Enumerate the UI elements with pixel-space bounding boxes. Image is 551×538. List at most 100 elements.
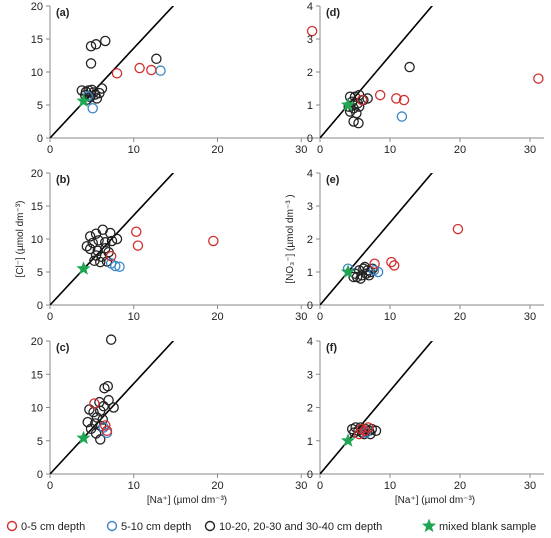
data-point-black bbox=[82, 416, 93, 428]
data-point-red bbox=[374, 89, 386, 101]
y-tick-label: 3 bbox=[307, 201, 313, 213]
x-tick-label: 20 bbox=[211, 311, 223, 323]
data-point-blue bbox=[110, 260, 121, 272]
data-point-black bbox=[91, 412, 103, 423]
y-tick-label: 5 bbox=[37, 436, 43, 448]
legend-item-blue: 5-10 cm depth bbox=[106, 520, 191, 533]
x-tick-label: 20 bbox=[454, 480, 466, 492]
data-point-red bbox=[89, 398, 100, 409]
data-point-red bbox=[131, 226, 142, 237]
x-tick-label: 20 bbox=[454, 311, 466, 323]
data-point-red bbox=[146, 64, 157, 76]
x-tick-label: 10 bbox=[384, 144, 396, 156]
data-point-black bbox=[100, 237, 111, 248]
data-point-black bbox=[108, 402, 119, 413]
x-tick-label: 20 bbox=[211, 480, 223, 492]
data-point-black bbox=[349, 427, 360, 438]
legend-marker-black bbox=[204, 520, 216, 532]
data-point-black bbox=[87, 237, 98, 249]
x-tick-label: 20 bbox=[454, 144, 466, 156]
x-tick-label: 30 bbox=[295, 311, 307, 323]
data-point-red bbox=[359, 425, 371, 437]
data-point-red bbox=[111, 68, 123, 79]
y-tick-label: 1 bbox=[307, 267, 313, 279]
x-tick-label: 10 bbox=[384, 311, 396, 323]
y-tick-label: 5 bbox=[37, 267, 43, 279]
y-axis-label: [NO₃⁻] (µmol dm⁻³ ) bbox=[285, 194, 296, 283]
y-tick-label: 0 bbox=[37, 133, 43, 145]
y-tick-label: 15 bbox=[31, 369, 43, 381]
y-tick-label: 4 bbox=[307, 168, 313, 180]
data-point-blue bbox=[114, 261, 125, 272]
y-tick-label: 1 bbox=[307, 436, 313, 448]
data-point-black bbox=[84, 231, 96, 242]
x-tick-label: 20 bbox=[211, 144, 223, 156]
legend-marker-red bbox=[6, 520, 18, 532]
data-point-black bbox=[85, 41, 97, 52]
x-axis-label: [Na⁺] (µmol dm⁻³) bbox=[395, 495, 475, 506]
y-tick-label: 10 bbox=[31, 403, 43, 415]
data-point-red bbox=[363, 422, 374, 433]
y-tick-label: 3 bbox=[307, 369, 313, 381]
data-point-black bbox=[98, 400, 109, 412]
y-tick-label: 2 bbox=[307, 67, 313, 79]
data-point-green bbox=[340, 433, 356, 447]
x-tick-label: 10 bbox=[384, 480, 396, 492]
legend-label-blue: 5-10 cm depth bbox=[121, 521, 191, 533]
x-tick-label: 10 bbox=[128, 144, 140, 156]
x-tick-label: 30 bbox=[524, 311, 536, 323]
data-point-red bbox=[134, 62, 145, 74]
legend-item-black: 10-20, 20-30 and 30-40 cm depth bbox=[204, 520, 382, 533]
data-point-blue bbox=[396, 111, 408, 122]
data-point-red bbox=[398, 94, 410, 106]
legend: 0-5 cm depth 5-10 cm depth 10-20, 20-30 … bbox=[6, 518, 536, 533]
x-axis-label: [Na⁺] (µmol dm⁻³) bbox=[147, 495, 227, 506]
x-tick-label: 10 bbox=[128, 311, 140, 323]
data-point-red bbox=[388, 260, 400, 271]
data-point-black bbox=[105, 334, 117, 345]
panel-label: (c) bbox=[56, 342, 70, 354]
data-point-black bbox=[81, 241, 93, 252]
x-tick-label: 0 bbox=[317, 311, 323, 323]
x-tick-label: 30 bbox=[524, 480, 536, 492]
y-tick-label: 0 bbox=[37, 469, 43, 481]
y-tick-label: 0 bbox=[37, 300, 43, 312]
panel-f: 0 10 20 30 0 1 2 3 4 (f) [Na⁺] (µmol dm⁻³) bbox=[307, 336, 544, 506]
y-tick-label: 2 bbox=[307, 403, 313, 415]
y-tick-label: 10 bbox=[31, 234, 43, 246]
data-point-black bbox=[404, 61, 415, 73]
x-tick-label: 0 bbox=[47, 311, 53, 323]
data-point-red bbox=[105, 250, 117, 262]
data-point-black bbox=[93, 235, 104, 246]
data-point-red bbox=[391, 93, 402, 104]
data-point-black bbox=[348, 271, 359, 283]
panel-label: (d) bbox=[326, 7, 340, 19]
legend-label-green: mixed blank sample bbox=[439, 521, 536, 533]
panel-label: (b) bbox=[56, 174, 70, 186]
data-point-red bbox=[369, 258, 380, 269]
y-tick-label: 10 bbox=[31, 67, 43, 79]
y-tick-label: 20 bbox=[31, 1, 43, 13]
y-tick-label: 15 bbox=[31, 201, 43, 213]
data-point-blue bbox=[155, 65, 166, 76]
data-point-red bbox=[208, 235, 219, 247]
x-tick-label: 0 bbox=[47, 144, 53, 156]
data-point-green bbox=[340, 264, 356, 279]
y-tick-label: 2 bbox=[307, 234, 313, 246]
y-tick-label: 0 bbox=[307, 469, 313, 481]
reference-line bbox=[320, 6, 434, 138]
y-tick-label: 4 bbox=[307, 336, 313, 348]
data-point-black bbox=[90, 428, 102, 439]
data-point-black bbox=[100, 35, 111, 47]
legend-item-green: mixed blank sample bbox=[421, 518, 536, 533]
data-point-black bbox=[106, 235, 118, 247]
data-point-red bbox=[100, 420, 111, 431]
data-point-black bbox=[359, 261, 371, 273]
data-point-green bbox=[76, 93, 91, 108]
x-tick-label: 30 bbox=[295, 480, 307, 492]
data-point-red bbox=[386, 256, 397, 268]
